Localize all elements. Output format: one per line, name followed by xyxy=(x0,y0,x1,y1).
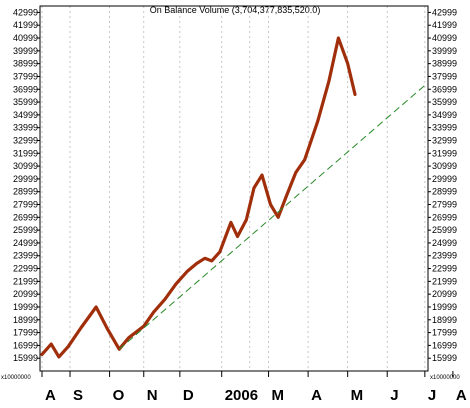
x-tick-label: D xyxy=(183,387,194,404)
plot-border xyxy=(39,5,429,372)
multiplier-label-left: x10000000 xyxy=(1,375,31,381)
x-tick-label: A xyxy=(311,387,322,404)
y-tick-label: 40999 xyxy=(432,33,457,43)
y-axis-right: 15999 16999 17999 18999 19999 20999 21999 22999… xyxy=(428,7,457,363)
y-tick-label: 25999 xyxy=(432,225,457,235)
y-tick-label: 39999 xyxy=(13,46,38,56)
y-tick-label: 18999 xyxy=(432,315,457,325)
y-tick-label: 33999 xyxy=(432,123,457,133)
y-tick-label: 29999 xyxy=(13,174,38,184)
x-tick-label: J xyxy=(390,387,398,404)
x-tick-label: J xyxy=(428,387,436,404)
x-tick-label: M xyxy=(351,387,364,404)
y-tick-label: 35999 xyxy=(13,97,38,107)
y-tick-label: 30999 xyxy=(13,161,38,171)
y-tick-label: 39999 xyxy=(432,46,457,56)
y-tick-label: 41999 xyxy=(432,20,457,30)
trend-line xyxy=(118,85,426,350)
y-tick-label: 37999 xyxy=(13,71,38,81)
y-tick-label: 20999 xyxy=(432,289,457,299)
x-tick-label: N xyxy=(147,387,158,404)
y-tick-label: 26999 xyxy=(432,212,457,222)
y-tick-label: 42999 xyxy=(432,7,457,17)
y-tick-label: 19999 xyxy=(13,302,38,312)
y-tick-label: 38999 xyxy=(13,59,38,69)
y-tick-label: 35999 xyxy=(432,97,457,107)
y-tick-label: 28999 xyxy=(432,187,457,197)
y-tick-label: 17999 xyxy=(13,328,38,338)
y-tick-label: 21999 xyxy=(432,276,457,286)
y-tick-label: 16999 xyxy=(432,340,457,350)
grid-lines xyxy=(41,6,426,371)
y-tick-label: 36999 xyxy=(432,84,457,94)
y-tick-label: 19999 xyxy=(432,302,457,312)
x-tick-label: A xyxy=(456,387,467,404)
y-tick-label: 25999 xyxy=(13,225,38,235)
x-axis: A S O N D 2006 M A M J J A xyxy=(41,371,467,404)
y-tick-label: 22999 xyxy=(13,264,38,274)
y-tick-label: 26999 xyxy=(13,212,38,222)
y-tick-label: 40999 xyxy=(13,33,38,43)
y-tick-label: 41999 xyxy=(13,20,38,30)
y-tick-label: 24999 xyxy=(432,238,457,248)
y-tick-label: 38999 xyxy=(432,59,457,69)
y-tick-label: 27999 xyxy=(432,200,457,210)
y-axis-left: 15999 16999 17999 18999 19999 20999 21999 22999… xyxy=(13,7,40,363)
x-tick-label: A xyxy=(45,387,56,404)
x-tick-label: 2006 xyxy=(225,387,258,404)
y-tick-label: 32999 xyxy=(432,135,457,145)
y-tick-label: 15999 xyxy=(13,353,38,363)
y-tick-label: 42999 xyxy=(13,7,38,17)
y-tick-label: 34999 xyxy=(13,110,38,120)
y-tick-label: 32999 xyxy=(13,135,38,145)
y-tick-label: 29999 xyxy=(432,174,457,184)
y-tick-label: 37999 xyxy=(432,71,457,81)
y-tick-label: 36999 xyxy=(13,84,38,94)
y-tick-label: 24999 xyxy=(13,238,38,248)
y-tick-label: 20999 xyxy=(13,289,38,299)
y-tick-label: 31999 xyxy=(13,148,38,158)
y-tick-label: 33999 xyxy=(13,123,38,133)
x-tick-label: O xyxy=(113,387,125,404)
y-tick-label: 16999 xyxy=(13,340,38,350)
y-tick-label: 31999 xyxy=(432,148,457,158)
y-tick-label: 34999 xyxy=(432,110,457,120)
x-tick-label: M xyxy=(272,387,285,404)
x-tick-label: S xyxy=(73,387,83,404)
y-tick-label: 21999 xyxy=(13,276,38,286)
y-tick-label: 15999 xyxy=(432,353,457,363)
y-tick-label: 23999 xyxy=(432,251,457,261)
y-tick-label: 17999 xyxy=(432,328,457,338)
y-tick-label: 28999 xyxy=(13,187,38,197)
plot-frame xyxy=(39,5,429,372)
series-layer xyxy=(40,36,426,359)
y-tick-label: 30999 xyxy=(432,161,457,171)
multiplier-label-right: x10000000 xyxy=(430,375,460,381)
y-tick-label: 18999 xyxy=(13,315,38,325)
obv-series-line xyxy=(40,36,357,359)
y-tick-label: 22999 xyxy=(432,264,457,274)
y-tick-label: 23999 xyxy=(13,251,38,261)
chart-title: On Balance Volume (3,704,377,835,520.0) xyxy=(150,5,321,15)
y-tick-label: 27999 xyxy=(13,200,38,210)
